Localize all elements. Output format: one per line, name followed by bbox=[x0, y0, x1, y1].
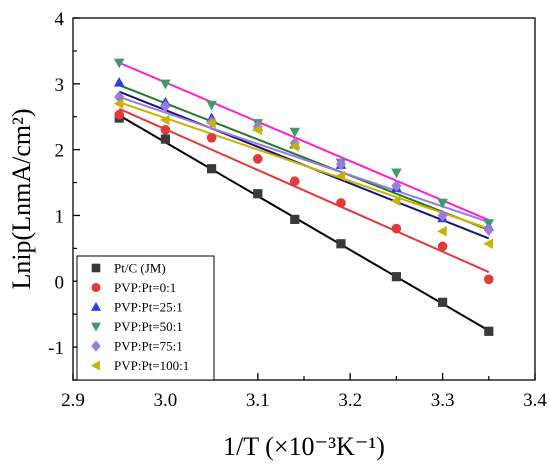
data-point-s0-p3 bbox=[253, 189, 263, 199]
data-point-s3-p1 bbox=[160, 79, 171, 90]
data-point-s5-p4 bbox=[289, 141, 299, 152]
data-point-s2-p0 bbox=[113, 76, 125, 87]
trend-line-0 bbox=[118, 61, 490, 221]
data-point-s3-p6 bbox=[391, 168, 402, 179]
legend-marker-2 bbox=[91, 301, 101, 311]
data-point-s4-p0 bbox=[114, 91, 125, 103]
data-point-s4-p8 bbox=[483, 223, 494, 236]
x-tick-label-0: 2.9 bbox=[61, 390, 85, 411]
data-point-s1-p5 bbox=[336, 198, 346, 208]
data-point-s4-p7 bbox=[437, 209, 448, 222]
data-point-s1-p4 bbox=[289, 176, 300, 187]
data-point-s5-p0 bbox=[113, 98, 124, 109]
data-point-s1-p1 bbox=[160, 125, 171, 135]
data-point-s3-p2 bbox=[206, 100, 217, 111]
legend-marker-0 bbox=[91, 263, 101, 273]
legend-label-5: PVP:Pt=100:1 bbox=[114, 358, 189, 373]
data-point-s4-p6 bbox=[391, 179, 402, 192]
legend-marker-1 bbox=[91, 282, 101, 293]
x-tick-label-5: 3.4 bbox=[523, 390, 547, 411]
data-point-s0-p4 bbox=[290, 214, 300, 225]
data-point-s1-p8 bbox=[483, 274, 494, 285]
data-point-s0-p5 bbox=[336, 239, 346, 249]
data-point-s5-p8 bbox=[483, 238, 493, 250]
x-tick-label-2: 3.1 bbox=[246, 390, 270, 411]
data-point-s1-p3 bbox=[252, 154, 263, 164]
legend-label-2: PVP:Pt=25:1 bbox=[114, 300, 183, 315]
fit-line-0 bbox=[118, 114, 490, 332]
legend-marker-4 bbox=[91, 340, 101, 352]
legend: Pt/C (JM) PVP:Pt=0:1 PVP:Pt=25:1 PVP:Pt=50:… bbox=[76, 255, 215, 381]
data-point-s0-p1 bbox=[160, 134, 170, 144]
data-point-s0-p2 bbox=[207, 164, 217, 174]
data-point-s5-p1 bbox=[159, 114, 170, 126]
fit-line-5 bbox=[118, 101, 490, 230]
x-tick-label-3: 3.2 bbox=[338, 390, 362, 411]
data-point-s1-p6 bbox=[391, 223, 402, 234]
x-tick-label-1: 3.0 bbox=[154, 390, 178, 411]
data-point-s4-p1 bbox=[160, 100, 171, 113]
data-point-s5-p3 bbox=[252, 124, 262, 136]
data-point-s4-p5 bbox=[335, 158, 347, 171]
y-tick-label-5: 4 bbox=[55, 9, 65, 30]
y-tick-label-2: 1 bbox=[55, 206, 65, 227]
y-tick-label-4: 3 bbox=[55, 75, 65, 96]
data-point-s0-p8 bbox=[484, 326, 494, 336]
data-point-s5-p5 bbox=[335, 170, 346, 182]
legend-label-4: PVP:Pt=75:1 bbox=[114, 339, 183, 354]
y-tick-label-0: -1 bbox=[48, 338, 64, 359]
data-point-s5-p2 bbox=[206, 118, 216, 129]
legend-label-0: Pt/C (JM) bbox=[114, 261, 166, 276]
y-tick-label-1: 0 bbox=[55, 272, 65, 293]
data-point-s1-p7 bbox=[437, 241, 448, 252]
data-point-s1-p0 bbox=[114, 109, 125, 120]
fit-line-4 bbox=[118, 96, 490, 223]
y-axis-title: Lnip(LnmA/cm²) bbox=[7, 108, 36, 289]
x-axis-title: 1/T (×10⁻³K⁻¹) bbox=[223, 432, 385, 461]
x-tick-label-4: 3.3 bbox=[431, 390, 455, 411]
legend-box bbox=[76, 255, 215, 381]
legend-marker-3 bbox=[91, 322, 101, 332]
fit-line-3 bbox=[118, 84, 490, 231]
data-point-s0-p7 bbox=[438, 297, 448, 307]
data-point-s1-p2 bbox=[206, 132, 217, 143]
plot-area bbox=[113, 58, 495, 336]
legend-label-3: PVP:Pt=50:1 bbox=[114, 319, 183, 334]
data-point-s0-p6 bbox=[391, 272, 401, 282]
data-point-s3-p7 bbox=[437, 198, 448, 209]
y-tick-label-3: 2 bbox=[55, 141, 65, 162]
data-point-s5-p7 bbox=[437, 225, 447, 237]
fit-line-1 bbox=[118, 107, 490, 273]
axes: 2.9 3.0 3.1 3.2 3.3 3.4 -1 0 1 2 3 4 bbox=[48, 9, 547, 411]
legend-marker-5 bbox=[90, 360, 100, 371]
legend-label-1: PVP:Pt=0:1 bbox=[114, 280, 176, 295]
data-point-s5-p6 bbox=[390, 195, 401, 207]
data-point-s3-p4 bbox=[289, 127, 301, 138]
data-point-s3-p0 bbox=[113, 58, 125, 69]
